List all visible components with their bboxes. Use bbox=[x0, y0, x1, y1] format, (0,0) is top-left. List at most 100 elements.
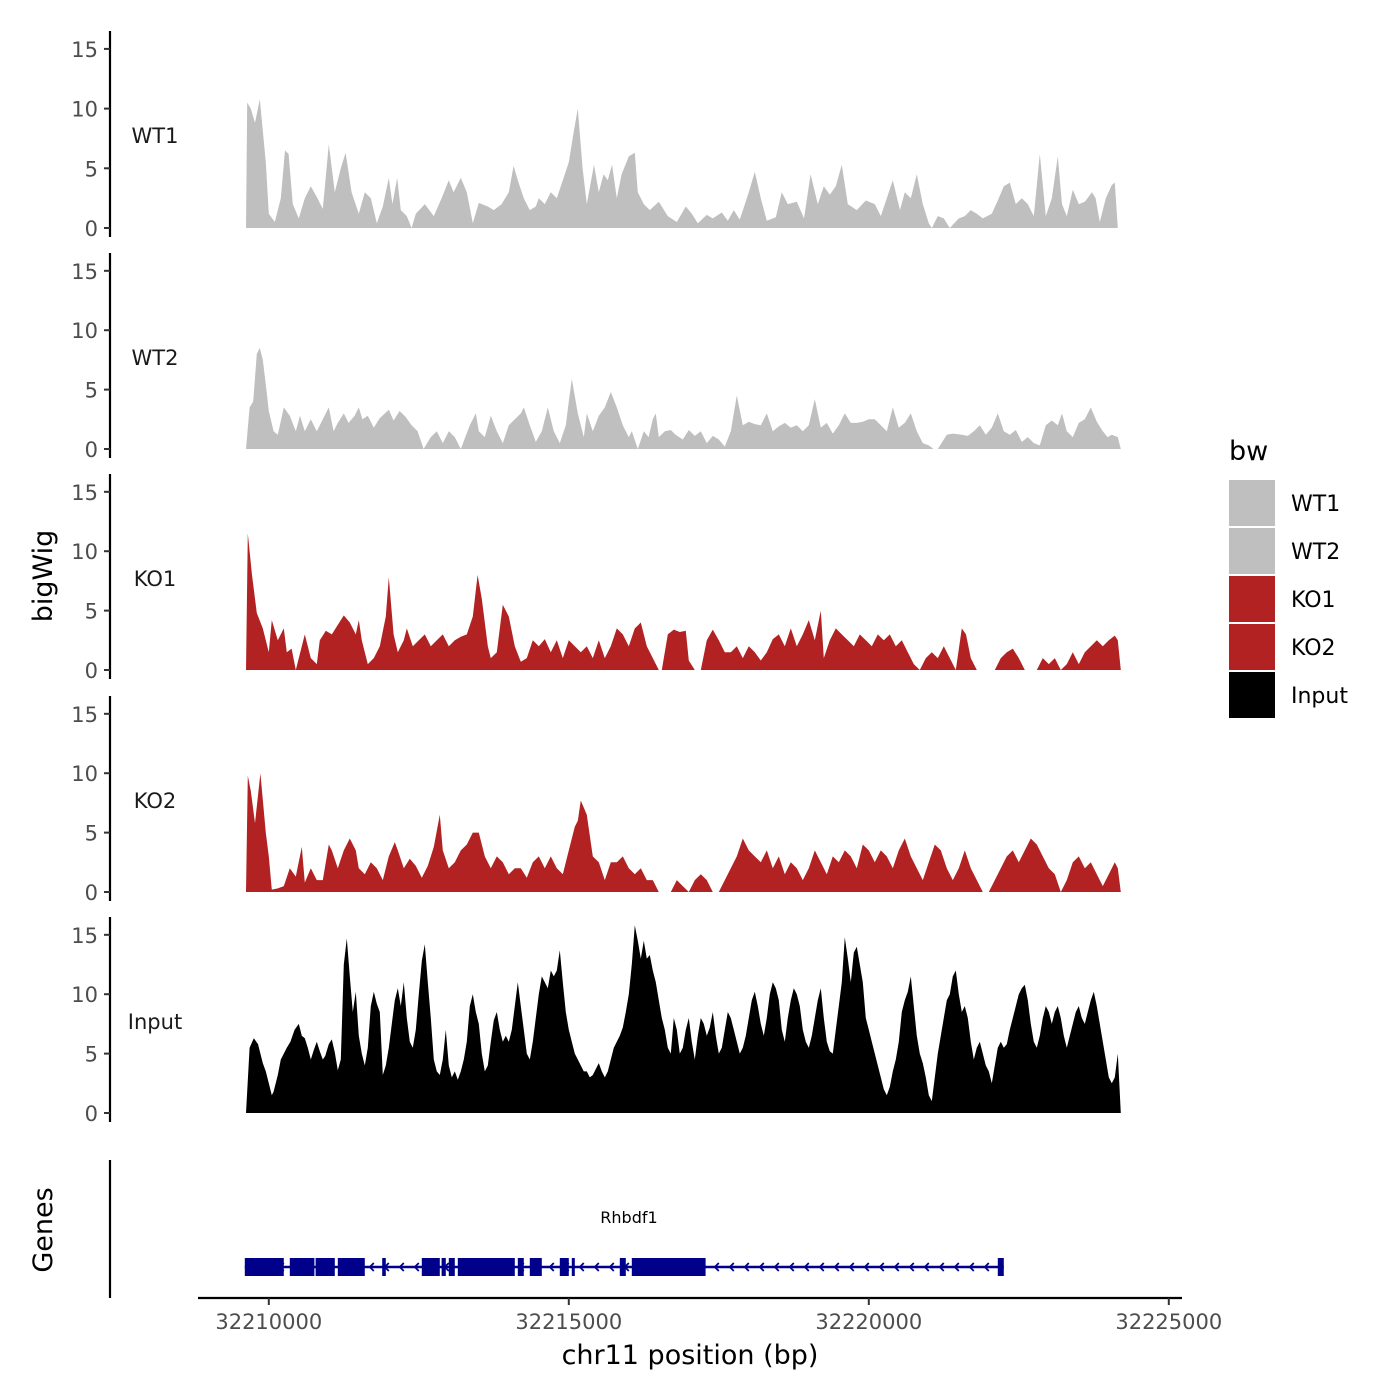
y-tick-label: 15 bbox=[71, 924, 98, 948]
legend-title: bw bbox=[1229, 436, 1268, 467]
track-input: 0 5 10 15 Input bbox=[71, 917, 1134, 1126]
track-wt1: 0 5 10 15 WT1 bbox=[71, 31, 1134, 241]
y-tick-label: 10 bbox=[71, 98, 98, 122]
strand-arrow bbox=[908, 1262, 915, 1272]
track-label: KO2 bbox=[134, 789, 177, 813]
y-tick-label: 10 bbox=[71, 762, 98, 786]
gene-exon bbox=[571, 1258, 575, 1276]
legend: bw WT1 WT2 KO1 KO2 Input bbox=[1229, 436, 1348, 718]
track-label: Input bbox=[128, 1010, 182, 1034]
gene-exon bbox=[559, 1258, 569, 1276]
strand-arrow bbox=[368, 1262, 375, 1272]
y-axis-title: bigWig bbox=[28, 530, 59, 623]
strand-arrow bbox=[578, 1262, 585, 1272]
y-tick-label: 5 bbox=[85, 157, 98, 181]
y-tick-label: 15 bbox=[71, 260, 98, 284]
y-tick-label: 0 bbox=[85, 217, 98, 241]
gene-panel: Rhbdf1 bbox=[108, 1160, 1004, 1298]
gene-exon bbox=[457, 1258, 515, 1276]
legend-swatch-wt1 bbox=[1229, 480, 1275, 526]
coverage-area-wt2 bbox=[246, 348, 1134, 449]
strand-arrow bbox=[983, 1262, 990, 1272]
strand-arrow bbox=[923, 1262, 930, 1272]
gene-exon bbox=[517, 1258, 524, 1276]
x-tick-label: 32220000 bbox=[815, 1310, 922, 1334]
legend-swatch-wt2 bbox=[1229, 528, 1275, 574]
strand-arrow bbox=[878, 1262, 885, 1272]
y-tick-label: 5 bbox=[85, 822, 98, 846]
coverage-area-ko1 bbox=[246, 533, 1134, 670]
gene-exon bbox=[441, 1258, 446, 1276]
strand-arrow bbox=[863, 1262, 870, 1272]
x-tick-label: 32225000 bbox=[1115, 1310, 1222, 1334]
gene-exon bbox=[244, 1258, 284, 1276]
track-ko2: 0 5 10 15 KO2 bbox=[71, 696, 1134, 905]
gene-exon bbox=[337, 1258, 365, 1276]
legend-label-wt1: WT1 bbox=[1291, 492, 1340, 517]
genes-axis-title: Genes bbox=[28, 1187, 59, 1272]
y-tick-label: 15 bbox=[71, 481, 98, 505]
strand-arrow bbox=[968, 1262, 975, 1272]
legend-label-wt2: WT2 bbox=[1291, 540, 1340, 565]
strand-arrow bbox=[893, 1262, 900, 1272]
strand-arrow bbox=[758, 1262, 765, 1272]
coverage-tracks: 0 5 10 15 WT1 0 5 10 15 WT2 0 5 10 15 KO1 0 5 10 15 KO2 0 5 10… bbox=[71, 31, 1134, 1126]
gene-exon bbox=[997, 1258, 1004, 1276]
strand-arrow bbox=[848, 1262, 855, 1272]
gene-exon bbox=[619, 1258, 626, 1276]
y-tick-label: 0 bbox=[85, 438, 98, 462]
gene-exon bbox=[448, 1258, 455, 1276]
coverage-area-input bbox=[246, 925, 1134, 1113]
strand-arrow bbox=[608, 1262, 615, 1272]
track-label: WT2 bbox=[132, 346, 179, 370]
strand-arrow bbox=[743, 1262, 750, 1272]
y-tick-label: 10 bbox=[71, 983, 98, 1007]
y-tick-label: 0 bbox=[85, 1102, 98, 1126]
coverage-area-wt1 bbox=[246, 99, 1134, 228]
legend-label-ko2: KO2 bbox=[1291, 636, 1336, 661]
strand-arrow bbox=[953, 1262, 960, 1272]
coverage-area-ko2 bbox=[246, 773, 1134, 892]
legend-label-input: Input bbox=[1291, 684, 1348, 709]
legend-swatch-ko1 bbox=[1229, 576, 1275, 622]
gene-exon bbox=[631, 1258, 706, 1276]
legend-swatch-input bbox=[1229, 672, 1275, 718]
strand-arrow bbox=[548, 1262, 555, 1272]
strand-arrow bbox=[833, 1262, 840, 1272]
y-tick-label: 5 bbox=[85, 1043, 98, 1067]
legend-swatch-ko2 bbox=[1229, 624, 1275, 670]
strand-arrow bbox=[413, 1262, 420, 1272]
y-tick-label: 15 bbox=[71, 38, 98, 62]
strand-arrow bbox=[593, 1262, 600, 1272]
strand-arrow bbox=[803, 1262, 810, 1272]
y-tick-label: 15 bbox=[71, 703, 98, 727]
track-label: WT1 bbox=[132, 124, 179, 148]
y-tick-label: 0 bbox=[85, 881, 98, 905]
x-tick-label: 32215000 bbox=[515, 1310, 622, 1334]
x-axis: 32210000 32215000 32220000 32225000 bbox=[198, 1296, 1222, 1334]
strand-arrow bbox=[818, 1262, 825, 1272]
track-label: KO1 bbox=[134, 567, 177, 591]
gene-exon bbox=[315, 1258, 335, 1276]
strand-arrow bbox=[788, 1262, 795, 1272]
x-axis-title: chr11 position (bp) bbox=[562, 1340, 819, 1371]
strand-arrow bbox=[398, 1262, 405, 1272]
gene-exon bbox=[529, 1258, 542, 1276]
strand-arrow bbox=[728, 1262, 735, 1272]
strand-arrow bbox=[713, 1262, 720, 1272]
y-tick-label: 10 bbox=[71, 540, 98, 564]
gene-name-label: Rhbdf1 bbox=[600, 1208, 657, 1227]
y-tick-label: 10 bbox=[71, 319, 98, 343]
y-tick-label: 5 bbox=[85, 379, 98, 403]
x-tick-label: 32210000 bbox=[215, 1310, 322, 1334]
gene-exon bbox=[421, 1258, 440, 1276]
gene-exon bbox=[382, 1258, 386, 1276]
track-ko1: 0 5 10 15 KO1 bbox=[71, 474, 1134, 683]
track-wt2: 0 5 10 15 WT2 bbox=[71, 253, 1134, 462]
y-tick-label: 0 bbox=[85, 659, 98, 683]
gene-exon bbox=[289, 1258, 315, 1276]
y-tick-label: 5 bbox=[85, 600, 98, 624]
strand-arrow bbox=[773, 1262, 780, 1272]
strand-arrow bbox=[938, 1262, 945, 1272]
